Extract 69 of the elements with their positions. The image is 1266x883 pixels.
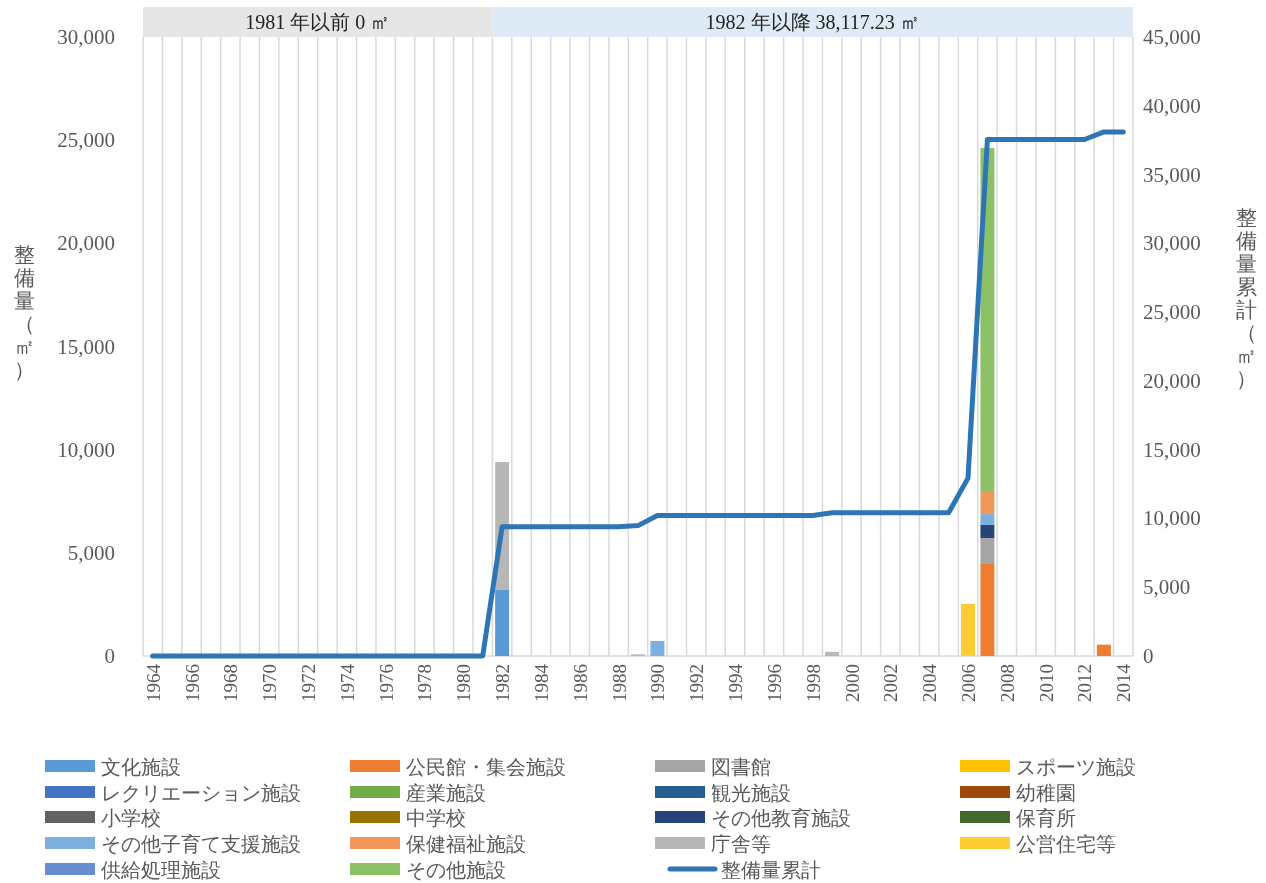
legend-label: 小学校 [101, 806, 161, 830]
x-tick-label: 1990 [647, 664, 669, 702]
bar [825, 651, 840, 656]
legend-label: 文化施設 [101, 755, 181, 779]
x-tick-label: 1976 [375, 664, 397, 702]
legend-label: 保健福祉施設 [406, 832, 526, 856]
x-tick-label: 2008 [996, 664, 1018, 702]
x-tick-label: 1994 [725, 663, 747, 702]
y2-tick-label: 35,000 [1143, 162, 1201, 187]
y2-axis-title: 整備量累計（㎡） [1235, 206, 1257, 391]
y-tick-label: 30,000 [57, 25, 115, 49]
x-tick-label: 2012 [1074, 664, 1096, 702]
legend-label: 公民館・集会施設 [406, 755, 566, 779]
y2-tick-label: 25,000 [1143, 300, 1201, 325]
x-tick-label: 1972 [298, 664, 319, 702]
y-tick-label: 20,000 [57, 231, 115, 256]
y-tick-label: 5,000 [67, 540, 115, 565]
y-tick-label: 10,000 [57, 437, 115, 462]
x-tick-label: 2000 [841, 664, 863, 702]
x-tick-label: 2004 [919, 663, 941, 702]
y-tick-label: 0 [104, 644, 115, 668]
x-tick-label: 2002 [880, 664, 902, 702]
x-tick-label: 1968 [220, 664, 242, 702]
x-tick-label: 1992 [686, 664, 708, 702]
legend-label: その他教育施設 [711, 806, 851, 830]
y2-tick-label: 10,000 [1143, 506, 1201, 531]
y2-tick-label: 20,000 [1143, 368, 1201, 393]
legend-label: 庁舎等 [711, 832, 771, 856]
y2-tick-label: 5,000 [1143, 575, 1191, 600]
legend-label: レクリエーション施設 [101, 781, 301, 805]
x-tick-label: 1974 [336, 663, 358, 702]
x-tick-label: 1978 [414, 664, 436, 702]
y-axis-title: 整備量（㎡） [13, 243, 35, 382]
x-tick-label: 2006 [958, 664, 979, 702]
y2-tick-label: 0 [1143, 644, 1154, 668]
y2-tick-label: 40,000 [1143, 93, 1201, 118]
y-tick-label: 15,000 [57, 334, 115, 359]
legend-label: 図書館 [711, 755, 771, 779]
x-tick-label: 1996 [763, 664, 785, 702]
x-tick-label: 1998 [802, 664, 824, 702]
legend-label: スポーツ施設 [1016, 755, 1136, 779]
text: 1982 年以降 38,117.23 ㎡ [705, 11, 920, 33]
x-tick-label: 1970 [259, 664, 281, 702]
legend-label: 幼稚園 [1016, 781, 1076, 805]
legend-label: 観光施設 [711, 781, 791, 805]
x-tick-label: 1982 [492, 664, 514, 702]
legend-label: 中学校 [406, 806, 466, 830]
text: 1981 年以前 0 ㎡ [245, 11, 391, 33]
y-tick-label: 25,000 [57, 128, 115, 153]
legend-label: 供給処理施設 [101, 858, 221, 882]
x-tick-label: 1984 [530, 663, 552, 702]
legend-label: 産業施設 [406, 781, 486, 805]
x-tick-label: 2014 [1113, 663, 1135, 702]
legend-label: 公営住宅等 [1016, 832, 1116, 856]
legend-label: 整備量累計 [721, 858, 821, 882]
bar [650, 640, 665, 656]
x-tick-label: 2010 [1035, 664, 1057, 702]
x-tick-label: 1966 [181, 664, 203, 702]
y2-tick-label: 30,000 [1143, 231, 1201, 256]
x-tick-label: 1986 [569, 664, 591, 702]
legend-label: その他子育て支援施設 [101, 832, 301, 856]
x-tick-label: 1964 [142, 663, 164, 702]
bar [1096, 644, 1111, 656]
legend-label: 保育所 [1016, 806, 1076, 830]
legend-label: その他施設 [406, 858, 506, 882]
x-tick-label: 1988 [608, 664, 630, 702]
y2-tick-label: 15,000 [1143, 437, 1201, 462]
y2-tick-label: 45,000 [1143, 25, 1201, 49]
x-tick-label: 1980 [453, 664, 475, 702]
